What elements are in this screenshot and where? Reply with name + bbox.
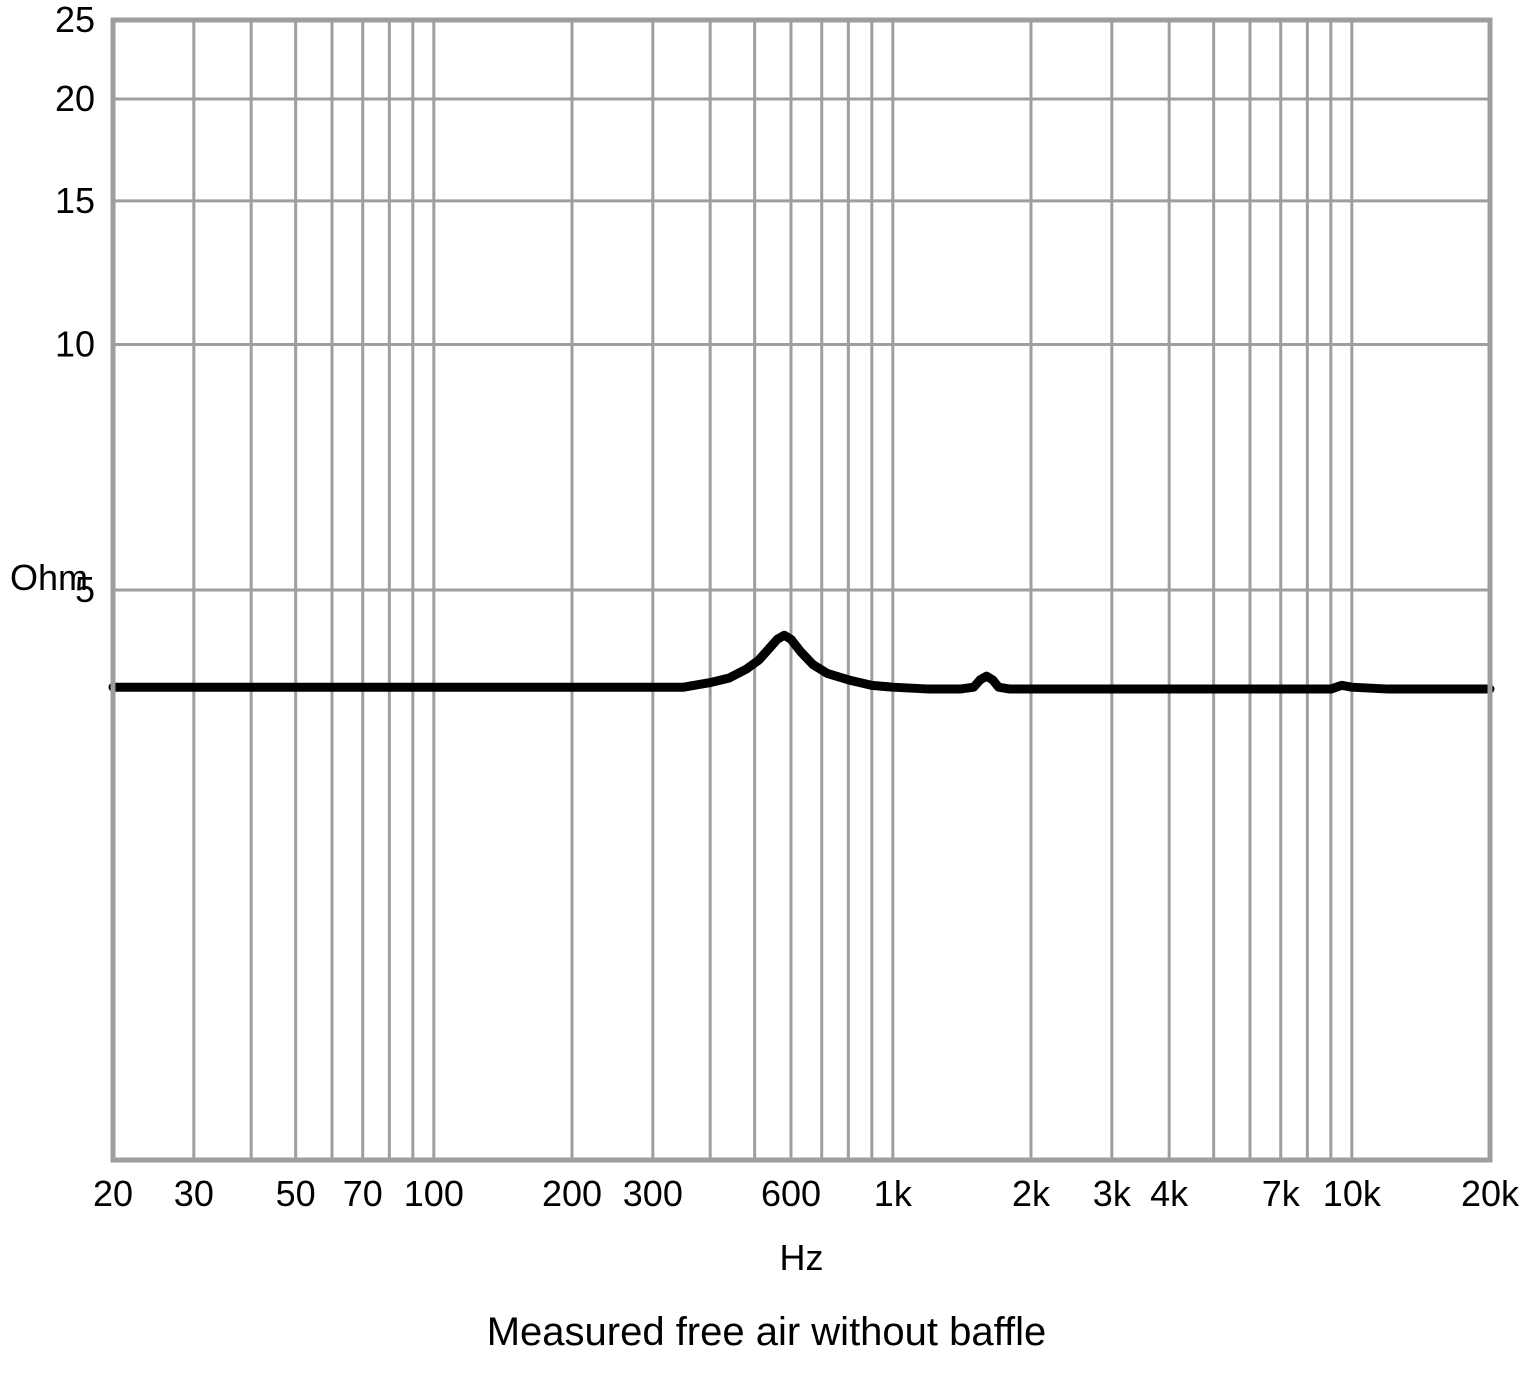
x-tick-label: 30 [174, 1173, 214, 1214]
x-tick-label: 300 [623, 1173, 683, 1214]
chart-caption: Measured free air without baffle [0, 1310, 1533, 1355]
x-tick-label: 200 [542, 1173, 602, 1214]
x-tick-label: 10k [1323, 1173, 1382, 1214]
x-tick-label: 600 [761, 1173, 821, 1214]
x-tick-label: 20k [1461, 1173, 1520, 1214]
x-tick-label: 3k [1093, 1173, 1132, 1214]
x-tick-label: 70 [343, 1173, 383, 1214]
x-tick-label: 2k [1012, 1173, 1051, 1214]
x-tick-label: 100 [404, 1173, 464, 1214]
chart-container: 203050701002003006001k2k3k4k7k10k20kHz51… [0, 0, 1533, 1388]
x-tick-label: 7k [1262, 1173, 1301, 1214]
y-tick-label: 25 [55, 0, 95, 40]
y-tick-label: 15 [55, 180, 95, 221]
y-tick-label: 20 [55, 78, 95, 119]
x-tick-label: 50 [276, 1173, 316, 1214]
y-tick-label: 10 [55, 324, 95, 365]
x-tick-label: 20 [93, 1173, 133, 1214]
x-tick-label: 1k [874, 1173, 913, 1214]
x-axis-label: Hz [780, 1237, 824, 1278]
y-axis-label: Ohm [10, 557, 88, 598]
x-tick-label: 4k [1150, 1173, 1189, 1214]
impedance-chart: 203050701002003006001k2k3k4k7k10k20kHz51… [0, 0, 1533, 1388]
